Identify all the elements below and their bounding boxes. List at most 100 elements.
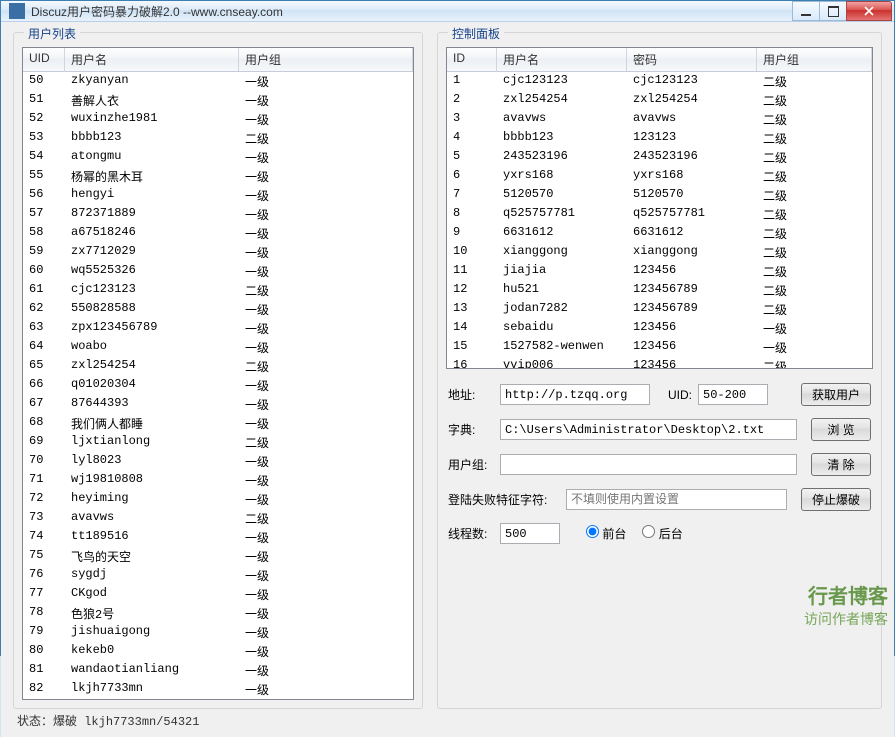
table-row[interactable]: 78色狼2号一级 [23, 604, 413, 623]
table-row[interactable]: 751205705120570二级 [447, 186, 872, 205]
table-row[interactable]: 11jiajia123456二级 [447, 262, 872, 281]
cell: avavws [627, 110, 757, 129]
cell: 二级 [239, 509, 413, 528]
col-password[interactable]: 密码 [627, 48, 757, 71]
table-row[interactable]: 13jodan7282123456789二级 [447, 300, 872, 319]
table-row[interactable]: 52wuxinzhe1981一级 [23, 110, 413, 129]
group-input[interactable] [500, 454, 797, 475]
table-row[interactable]: 14sebaidu123456一级 [447, 319, 872, 338]
table-row[interactable]: 53bbbb123二级 [23, 129, 413, 148]
cell: 70 [23, 452, 65, 471]
table-row[interactable]: 71wj19810808一级 [23, 471, 413, 490]
cell: zpx123456789 [65, 319, 239, 338]
cell: 65 [23, 357, 65, 376]
col-usergroup[interactable]: 用户组 [239, 48, 413, 71]
table-row[interactable]: 82lkjh7733mn一级 [23, 680, 413, 699]
browse-button[interactable]: 浏 览 [811, 418, 871, 441]
result-list-header: ID 用户名 密码 用户组 [447, 48, 872, 72]
cell: 62 [23, 300, 65, 319]
cell: 13 [447, 300, 497, 319]
table-row[interactable]: 58a67518246一级 [23, 224, 413, 243]
col-uid[interactable]: UID [23, 48, 65, 71]
maximize-button[interactable] [819, 1, 847, 21]
table-row[interactable]: 65zxl254254二级 [23, 357, 413, 376]
cell: 一级 [239, 148, 413, 167]
table-row[interactable]: 81wandaotianliang一级 [23, 661, 413, 680]
table-row[interactable]: 57872371889一级 [23, 205, 413, 224]
table-row[interactable]: 6787644393一级 [23, 395, 413, 414]
table-row[interactable]: 12hu521123456789二级 [447, 281, 872, 300]
table-row[interactable]: 80kekeb0一级 [23, 642, 413, 661]
table-row[interactable]: 5243523196243523196二级 [447, 148, 872, 167]
stop-button[interactable]: 停止爆破 [801, 488, 871, 511]
cell: 一级 [239, 642, 413, 661]
table-row[interactable]: 2zxl254254zxl254254二级 [447, 91, 872, 110]
titlebar[interactable]: Discuz用户密码暴力破解2.0 --www.cnseay.com [1, 1, 894, 22]
table-row[interactable]: 54atongmu一级 [23, 148, 413, 167]
cell: 15 [447, 338, 497, 357]
table-row[interactable]: 70lyl8023一级 [23, 452, 413, 471]
col-username[interactable]: 用户名 [65, 48, 239, 71]
cell: 872371889 [65, 205, 239, 224]
table-row[interactable]: 61cjc123123二级 [23, 281, 413, 300]
cell: 一级 [239, 490, 413, 509]
result-list[interactable]: ID 用户名 密码 用户组 1cjc123123cjc123123二级2zxl2… [446, 47, 873, 369]
client-area: 用户列表 UID 用户名 用户组 50zkyanyan一级51善解人衣一级52w… [1, 22, 894, 737]
table-row[interactable]: 72heyiming一级 [23, 490, 413, 509]
table-row[interactable]: 77CKgod一级 [23, 585, 413, 604]
table-row[interactable]: 76sygdj一级 [23, 566, 413, 585]
get-user-button[interactable]: 获取用户 [801, 383, 871, 406]
table-row[interactable]: 69ljxtianlong二级 [23, 433, 413, 452]
col-username[interactable]: 用户名 [497, 48, 627, 71]
thread-input[interactable] [500, 523, 560, 544]
radio-bg-label[interactable]: 后台 [642, 525, 682, 542]
table-row[interactable]: 55杨幂的黑木耳一级 [23, 167, 413, 186]
col-usergroup[interactable]: 用户组 [757, 48, 872, 71]
table-row[interactable]: 75飞鸟的天空一级 [23, 547, 413, 566]
table-row[interactable]: 62550828588一级 [23, 300, 413, 319]
close-button[interactable] [846, 1, 892, 21]
radio-fg[interactable] [586, 525, 599, 538]
table-row[interactable]: 16vvip006123456二级 [447, 357, 872, 369]
fail-input[interactable] [566, 489, 787, 510]
table-row[interactable]: 59zx7712029一级 [23, 243, 413, 262]
table-row[interactable]: 1cjc123123cjc123123二级 [447, 72, 872, 91]
table-row[interactable]: 63zpx123456789一级 [23, 319, 413, 338]
minimize-button[interactable] [792, 1, 820, 21]
cell: 一级 [239, 623, 413, 642]
table-row[interactable]: 6yxrs168yxrs168二级 [447, 167, 872, 186]
dict-input[interactable] [500, 419, 797, 440]
table-row[interactable]: 151527582-wenwen123456一级 [447, 338, 872, 357]
controls-area: 地址: UID: 获取用户 字典: 浏 览 用户组: [446, 383, 873, 544]
cell: 1 [447, 72, 497, 91]
table-row[interactable]: 68我们俩人都睡一级 [23, 414, 413, 433]
uid-input[interactable] [698, 384, 768, 405]
addr-input[interactable] [500, 384, 650, 405]
table-row[interactable]: 3avavwsavavws二级 [447, 110, 872, 129]
table-row[interactable]: 10xianggongxianggong二级 [447, 243, 872, 262]
col-id[interactable]: ID [447, 48, 497, 71]
table-row[interactable]: 56hengyi一级 [23, 186, 413, 205]
clear-button[interactable]: 清 除 [811, 453, 871, 476]
radio-fg-label[interactable]: 前台 [586, 525, 626, 542]
table-row[interactable]: 50zkyanyan一级 [23, 72, 413, 91]
cell: 二级 [757, 186, 872, 205]
table-row[interactable]: 74tt189516一级 [23, 528, 413, 547]
table-row[interactable]: 4bbbb123123123二级 [447, 129, 872, 148]
table-row[interactable]: 64woabo一级 [23, 338, 413, 357]
cell: 87644393 [65, 395, 239, 414]
table-row[interactable]: 966316126631612二级 [447, 224, 872, 243]
table-row[interactable]: 73avavws二级 [23, 509, 413, 528]
table-row[interactable]: 79jishuaigong一级 [23, 623, 413, 642]
cell: 一级 [239, 243, 413, 262]
user-list[interactable]: UID 用户名 用户组 50zkyanyan一级51善解人衣一级52wuxinz… [22, 47, 414, 700]
cell: 78 [23, 604, 65, 623]
cell: 一级 [757, 319, 872, 338]
radio-bg[interactable] [642, 525, 655, 538]
table-row[interactable]: 60wq5525326一级 [23, 262, 413, 281]
cell: 一级 [239, 262, 413, 281]
table-row[interactable]: 51善解人衣一级 [23, 91, 413, 110]
table-row[interactable]: 8q525757781q525757781二级 [447, 205, 872, 224]
cell: 51 [23, 91, 65, 110]
table-row[interactable]: 66q01020304一级 [23, 376, 413, 395]
